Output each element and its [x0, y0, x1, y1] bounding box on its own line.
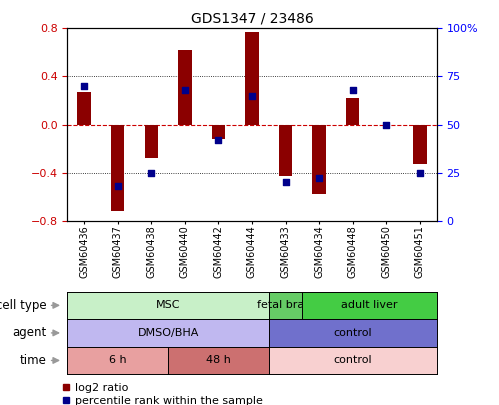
Text: time: time — [20, 354, 47, 367]
Point — [215, 136, 223, 143]
Bar — [279, 124, 292, 176]
Text: 6 h: 6 h — [109, 356, 127, 365]
Text: control: control — [333, 356, 372, 365]
Point — [248, 92, 256, 99]
Point — [80, 83, 88, 90]
Bar — [111, 124, 124, 211]
Bar — [212, 124, 225, 139]
Title: GDS1347 / 23486: GDS1347 / 23486 — [191, 12, 313, 26]
Bar — [346, 98, 359, 124]
Point — [281, 179, 289, 185]
Text: fetal brain: fetal brain — [257, 301, 314, 310]
Text: adult liver: adult liver — [341, 301, 398, 310]
Point — [349, 87, 357, 93]
Point — [147, 169, 155, 176]
Text: control: control — [333, 328, 372, 338]
Point — [416, 169, 424, 176]
Point — [382, 121, 390, 128]
Bar — [246, 32, 258, 124]
Bar — [413, 124, 427, 164]
Text: cell type: cell type — [0, 299, 47, 312]
Bar — [77, 92, 91, 124]
Point — [114, 183, 122, 189]
Text: 48 h: 48 h — [206, 356, 231, 365]
Bar — [178, 50, 192, 124]
Point — [181, 87, 189, 93]
Text: agent: agent — [12, 326, 47, 339]
Legend: log2 ratio, percentile rank within the sample: log2 ratio, percentile rank within the s… — [57, 378, 267, 405]
Point — [315, 175, 323, 181]
Bar — [145, 124, 158, 158]
Bar — [312, 124, 326, 194]
Text: MSC: MSC — [156, 301, 180, 310]
Text: DMSO/BHA: DMSO/BHA — [137, 328, 199, 338]
